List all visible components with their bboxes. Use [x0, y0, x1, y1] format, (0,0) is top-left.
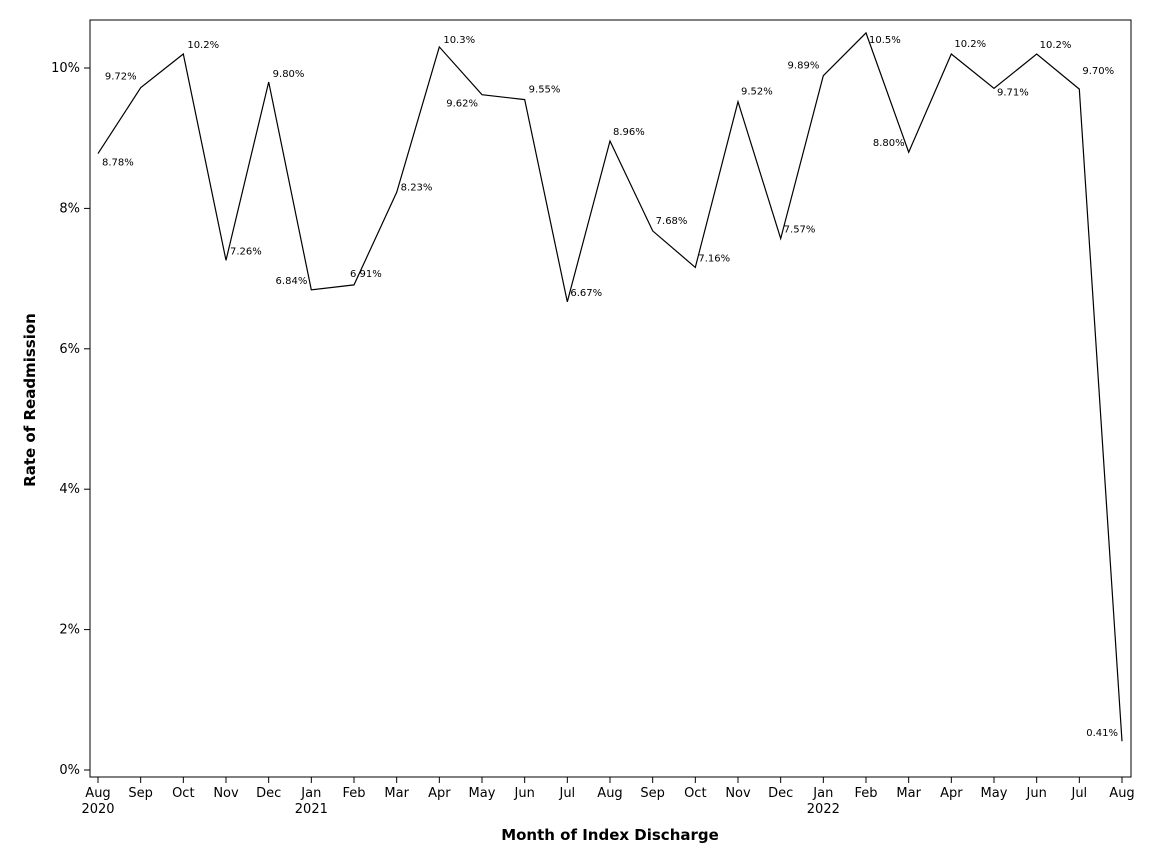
y-axis-title: Rate of Readmission — [21, 313, 39, 487]
x-tick-label: Jul — [558, 786, 575, 801]
x-tick-year-label: 2022 — [807, 802, 840, 817]
data-label: 9.52% — [741, 87, 773, 98]
x-tick-label: Apr — [428, 786, 451, 801]
x-tick-label: Feb — [854, 786, 877, 801]
y-tick-label: 0% — [59, 763, 80, 778]
x-tick-label: Apr — [940, 786, 963, 801]
data-label: 9.70% — [1082, 66, 1114, 77]
data-label: 0.41% — [1086, 728, 1118, 739]
x-tick-label: Nov — [213, 786, 239, 801]
data-label: 7.16% — [698, 253, 730, 264]
x-tick-year-label: 2020 — [81, 802, 114, 817]
data-label: 7.68% — [656, 216, 688, 227]
x-tick-label: Aug — [85, 786, 110, 801]
x-tick-label: Dec — [768, 786, 793, 801]
x-tick-label: May — [981, 786, 1008, 801]
data-label: 6.84% — [276, 276, 308, 287]
x-tick-label: Feb — [342, 786, 365, 801]
x-tick-label: Dec — [256, 786, 281, 801]
x-tick-label: Mar — [896, 786, 921, 801]
x-tick-label: Sep — [128, 786, 153, 801]
data-label: 10.3% — [443, 35, 475, 46]
x-tick-label: Oct — [684, 786, 706, 801]
x-tick-label: Jun — [1026, 786, 1047, 801]
data-label: 9.89% — [788, 61, 820, 72]
y-tick-label: 8% — [59, 201, 80, 216]
x-tick-label: Oct — [172, 786, 194, 801]
data-label: 8.96% — [613, 127, 645, 138]
x-tick-label: Mar — [384, 786, 409, 801]
y-tick-label: 2% — [59, 623, 80, 638]
data-label: 10.2% — [954, 39, 986, 50]
x-tick-label: Aug — [1109, 786, 1134, 801]
x-tick-label: May — [469, 786, 496, 801]
data-label: 7.26% — [230, 246, 262, 257]
data-label: 9.80% — [273, 69, 305, 80]
data-label: 8.23% — [401, 182, 433, 193]
data-label: 10.2% — [187, 40, 219, 51]
data-label: 6.67% — [570, 288, 602, 299]
data-label: 9.71% — [997, 87, 1029, 98]
y-tick-label: 4% — [59, 482, 80, 497]
data-label: 8.78% — [102, 158, 134, 169]
x-tick-label: Nov — [725, 786, 751, 801]
data-label: 8.80% — [873, 138, 905, 149]
x-tick-label: Sep — [640, 786, 665, 801]
x-axis-title: Month of Index Discharge — [501, 826, 719, 844]
x-tick-year-label: 2021 — [295, 802, 328, 817]
x-tick-label: Jan — [812, 786, 833, 801]
series-line — [97, 31, 1123, 742]
plot-frame — [89, 19, 1132, 778]
data-label: 9.62% — [446, 99, 478, 110]
data-label: 7.57% — [784, 225, 816, 236]
y-axis: 0% 2% 4% 6% 8% 10% — [51, 61, 90, 778]
y-tick-label: 10% — [51, 61, 80, 76]
data-label: 10.2% — [1040, 40, 1072, 51]
data-label: 9.55% — [529, 85, 561, 96]
x-tick-label: Aug — [597, 786, 622, 801]
data-label: 10.5% — [869, 35, 901, 46]
x-tick-label: Jan — [300, 786, 321, 801]
x-tick-label: Jul — [1070, 786, 1087, 801]
data-labels: 8.78% 9.72% 10.2% 7.26% 9.80% 6.84% 6.91% 8.23%… — [102, 35, 1118, 739]
data-label: 9.72% — [105, 72, 137, 83]
x-tick-label: Jun — [514, 786, 535, 801]
y-tick-label: 6% — [59, 342, 80, 357]
data-label: 6.91% — [350, 269, 382, 280]
